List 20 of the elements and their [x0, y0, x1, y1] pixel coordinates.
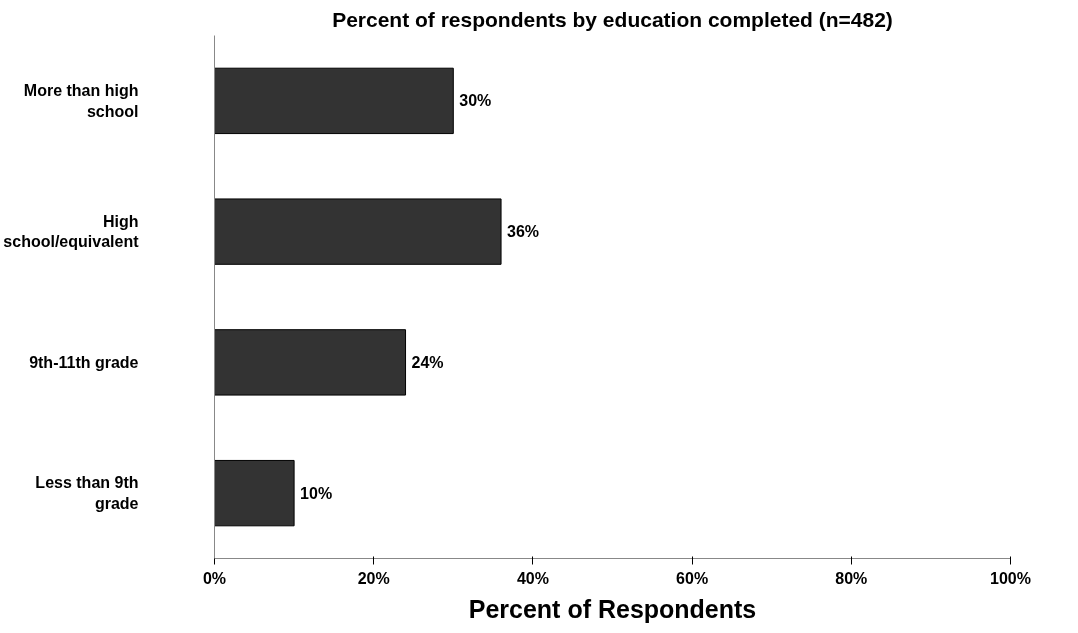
bar	[214, 329, 407, 396]
data-label: 10%	[300, 484, 333, 502]
x-tick-label: 0%	[202, 569, 227, 587]
data-label: 30%	[459, 92, 492, 110]
y-tick-label: Less than 9th grade	[35, 474, 139, 512]
x-tick-label: 100%	[990, 569, 1031, 587]
x-axis-title: Percent of Respondents	[468, 594, 757, 623]
bar	[214, 459, 295, 527]
y-tick-label: 9th-11th grade	[29, 353, 139, 371]
x-tick-label: 20%	[357, 569, 390, 587]
data-label: 36%	[507, 223, 540, 241]
x-tick-label: 40%	[516, 569, 549, 587]
bar	[214, 67, 454, 135]
chart-title: Percent of respondents by education completed (n=482)	[332, 7, 893, 31]
bar	[214, 198, 502, 265]
y-tick-label: More than high school	[23, 82, 139, 120]
x-tick-label: 60%	[676, 569, 709, 587]
y-tick-label: High school/equivalent	[3, 212, 140, 251]
x-tick-label: 80%	[835, 569, 868, 587]
data-label: 24%	[411, 353, 444, 371]
